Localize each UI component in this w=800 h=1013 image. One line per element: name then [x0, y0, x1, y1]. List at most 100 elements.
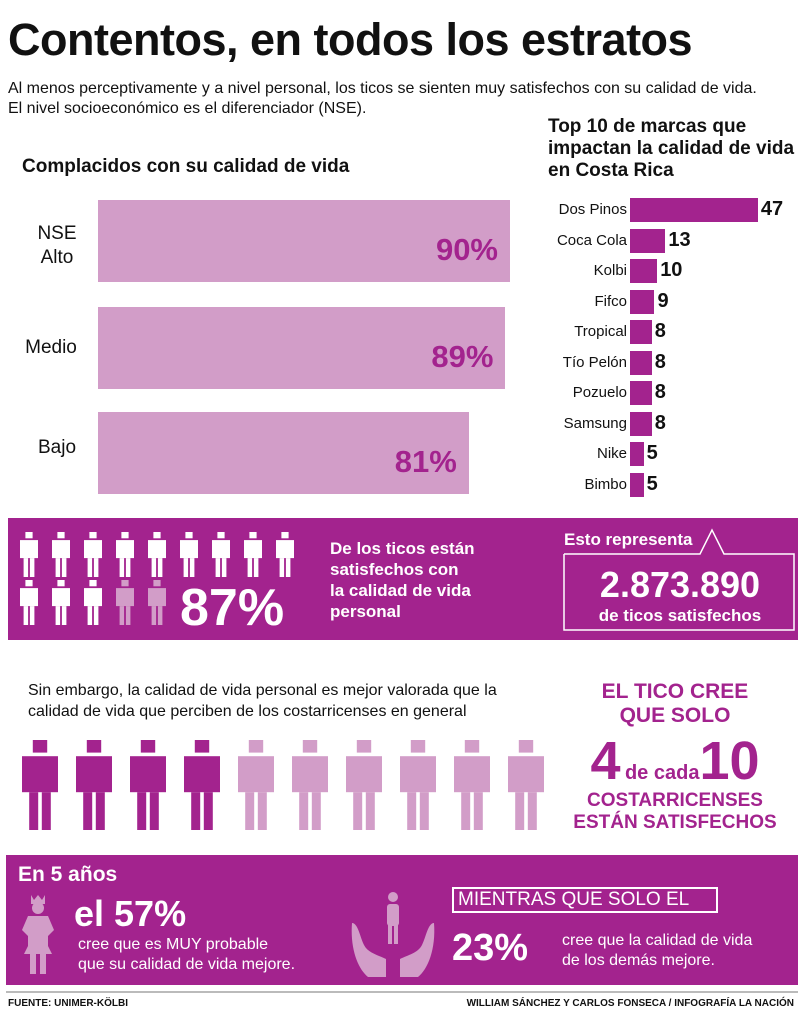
brand-row: Coca Cola 13: [540, 228, 800, 253]
callout-label: Esto representa: [564, 530, 693, 549]
number-10: 10: [699, 731, 760, 791]
brand-value: 9: [657, 289, 669, 312]
text-line: la calidad de vida: [330, 581, 471, 600]
text-line: QUE SOLO: [619, 704, 731, 727]
brand-value: 8: [654, 320, 666, 342]
brand-bar: [630, 320, 652, 344]
text-line: Sin embargo, la calidad de vida personal…: [28, 682, 497, 699]
text-line: que su calidad de vida mejore.: [78, 956, 296, 973]
brand-row: Samsung 8: [540, 411, 800, 436]
category-label-bajo: Bajo: [37, 437, 77, 458]
right-chart-title: Top 10 de marcas que impactan la calidad…: [548, 116, 795, 181]
person-icon: [238, 740, 274, 830]
text-line: cree que es MUY probable: [78, 936, 269, 953]
brand-value: 8: [654, 381, 666, 403]
brand-value: 10: [660, 259, 683, 281]
brand-row: Dos Pinos 47: [540, 198, 800, 222]
percent-23: 23%: [452, 927, 529, 969]
brand-value: 8: [654, 411, 666, 434]
label-nse: NSE: [37, 223, 77, 244]
band3-text: cree que es MUY probable que su calidad d…: [78, 935, 295, 975]
text-line: personal: [330, 602, 401, 621]
brand-value: 5: [646, 442, 658, 464]
category-label-alto: NSE Alto: [12, 222, 102, 270]
person-icon: [400, 740, 436, 830]
text-line: calidad de vida que perciben de los cost…: [28, 703, 467, 720]
brand-bar: [630, 198, 758, 222]
person-icon: [508, 740, 544, 830]
person-icon: [76, 740, 112, 830]
total-caption: de ticos satisfechos: [598, 606, 762, 625]
person-icon: [52, 580, 70, 625]
bar-nse-alto: 90%: [98, 200, 510, 282]
brand-bar: [630, 350, 652, 375]
person-icon: [244, 532, 262, 577]
left-chart-title: Complacidos con su calidad de vida: [22, 156, 350, 177]
brand-row: Fifco 9: [540, 289, 800, 314]
text-line: COSTARRICENSES: [587, 790, 763, 811]
person-icon: [292, 740, 328, 830]
person-icon: [20, 532, 38, 577]
brand-name: Tropical: [574, 323, 627, 340]
brand-bar: [630, 259, 658, 283]
person-icon: [212, 532, 230, 577]
credit: WILLIAM SÁNCHEZ Y CARLOS FONSECA / INFOG…: [466, 998, 794, 1009]
bar-value-label: 81%: [394, 444, 457, 479]
subtitle-line: Al menos perceptivamente y a nivel perso…: [8, 80, 757, 97]
brand-row: Tropical 8: [540, 320, 800, 344]
total-number: 2.873.890: [599, 564, 761, 605]
footer-divider: [6, 991, 798, 993]
brand-name: Tío Pelón: [562, 353, 627, 371]
person-icon: [180, 532, 198, 577]
person-icon: [116, 580, 134, 625]
number-4: 4: [590, 731, 621, 791]
band1-text: De los ticos están satisfechos con la cali…: [330, 538, 475, 622]
text-line: de los demás mejore.: [562, 952, 715, 969]
percent-57: el 57%: [74, 893, 187, 934]
label-alto: Alto: [40, 247, 74, 268]
person-icon: [84, 580, 102, 625]
brand-name: Fifco: [594, 292, 627, 310]
text-line: ESTÁN SATISFECHOS: [573, 812, 777, 833]
page-title: Contentos, en todos los estratos: [8, 14, 693, 65]
brand-value: 5: [646, 472, 658, 495]
brand-name: Pozuelo: [572, 384, 627, 401]
brand-row: Pozuelo 8: [540, 381, 800, 405]
five-years-band: En 5 años el 57% cree que es MUY probabl…: [6, 855, 798, 985]
brand-bar: [630, 442, 644, 466]
brand-bar: [630, 228, 666, 253]
brand-row: Bimbo 5: [540, 472, 800, 497]
brand-bar: [630, 289, 655, 314]
person-icon: [276, 532, 294, 577]
brand-name: Coca Cola: [556, 231, 627, 249]
person-icon: [130, 740, 166, 830]
person-icon: [184, 740, 220, 830]
tico-cree-block: EL TICO CREE QUE SOLO 4 de cada10 COSTAR…: [560, 680, 790, 834]
callout-box: [563, 528, 795, 631]
text-line: De los ticos están: [330, 539, 475, 558]
person-icon: [346, 740, 382, 830]
brand-name: Kolbi: [593, 262, 627, 279]
bar-bajo: 81%: [98, 412, 469, 494]
hands-person-icon: [351, 892, 435, 977]
person-icon: [84, 532, 102, 577]
mientras-box: MIENTRAS QUE SOLO EL: [452, 887, 718, 913]
brand-value: 13: [668, 228, 691, 251]
brand-value: 47: [760, 198, 784, 220]
satisfaction-band: 87% De los ticos están satisfechos con la …: [8, 518, 798, 640]
text-line: EL TICO CREE: [601, 680, 749, 703]
subtitle-line: El nivel socioeconómico es el diferencia…: [8, 100, 367, 117]
brand-name: Dos Pinos: [558, 201, 627, 218]
person-icon: [148, 580, 166, 625]
person-icon: [116, 532, 134, 577]
brand-row: Kolbi 10: [540, 259, 800, 283]
queen-icon: [22, 895, 54, 974]
section2-text: Sin embargo, la calidad de vida personal…: [28, 680, 497, 722]
brand-row: Tío Pelón 8: [540, 350, 800, 375]
text-line: cree que la calidad de vida: [562, 932, 753, 949]
brand-row: Nike 5: [540, 442, 800, 466]
brand-name: Samsung: [563, 414, 627, 432]
brand-value: 8: [654, 350, 666, 373]
percent-87: 87%: [180, 579, 285, 637]
bar-value-label: 90%: [435, 232, 498, 267]
